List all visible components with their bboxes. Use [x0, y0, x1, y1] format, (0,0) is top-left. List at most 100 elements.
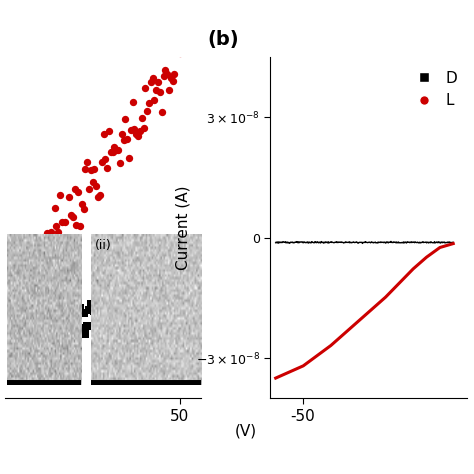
Point — [140, 124, 147, 132]
Point — [112, 146, 120, 154]
Point — [101, 298, 109, 305]
Point — [156, 276, 164, 283]
Point — [56, 191, 64, 199]
Point — [33, 260, 40, 268]
Point — [92, 182, 100, 189]
Point — [33, 337, 40, 344]
Point — [74, 188, 82, 196]
Point — [24, 338, 31, 346]
Point — [158, 109, 165, 116]
Point — [36, 328, 44, 336]
Point — [118, 297, 126, 305]
Point — [67, 211, 75, 219]
Point — [47, 335, 55, 342]
Point — [151, 271, 158, 279]
Point — [80, 309, 87, 317]
Point — [64, 242, 71, 250]
Point — [89, 179, 97, 186]
Point — [101, 155, 109, 163]
Point — [169, 276, 176, 284]
Point — [42, 260, 49, 267]
Point — [56, 336, 64, 343]
Point — [114, 146, 122, 154]
Point — [112, 286, 120, 293]
Point — [151, 96, 158, 104]
Point — [78, 324, 86, 332]
Point — [96, 191, 104, 199]
Point — [20, 322, 27, 330]
Point — [176, 263, 183, 270]
Point — [174, 40, 182, 47]
Point — [38, 349, 46, 356]
Point — [136, 128, 144, 135]
Point — [131, 126, 138, 133]
Point — [143, 267, 151, 274]
Point — [24, 264, 31, 271]
Point — [74, 324, 82, 332]
Point — [87, 167, 95, 174]
Point — [121, 283, 129, 290]
Point — [176, 50, 183, 57]
Point — [29, 242, 36, 250]
Point — [149, 306, 156, 314]
Point — [167, 280, 174, 288]
Point — [38, 248, 46, 255]
Point — [94, 319, 102, 327]
Text: (V): (V) — [235, 424, 257, 439]
Point — [138, 281, 146, 289]
Point — [165, 87, 173, 94]
Point — [118, 130, 126, 137]
Point — [158, 296, 165, 303]
Point — [51, 204, 58, 211]
Point — [129, 301, 137, 309]
Point — [160, 72, 167, 80]
Point — [22, 339, 29, 347]
Point — [162, 271, 169, 278]
Point — [85, 307, 93, 314]
Point — [125, 292, 133, 300]
Point — [153, 278, 160, 285]
Point — [120, 290, 128, 297]
Point — [55, 228, 62, 236]
Point — [53, 325, 60, 333]
Point — [14, 335, 22, 343]
Point — [27, 283, 35, 291]
Legend: D, L: D, L — [402, 64, 463, 114]
Point — [85, 185, 93, 193]
Point — [83, 158, 91, 166]
Point — [60, 236, 67, 243]
Point — [123, 296, 131, 304]
Point — [160, 277, 167, 285]
Point — [140, 291, 147, 298]
Point — [44, 229, 51, 237]
Point — [62, 219, 69, 226]
Point — [27, 327, 35, 334]
Point — [40, 245, 47, 253]
Point — [154, 78, 162, 86]
Point — [92, 308, 100, 316]
Point — [143, 107, 151, 115]
Point — [36, 239, 44, 247]
Point — [18, 332, 26, 340]
Point — [96, 311, 104, 319]
Point — [100, 130, 108, 137]
Point — [46, 233, 53, 240]
Point — [42, 334, 49, 341]
Point — [147, 265, 155, 273]
Point — [127, 126, 135, 134]
Point — [173, 46, 180, 54]
Point — [46, 323, 53, 331]
Point — [82, 330, 89, 337]
Text: (b): (b) — [207, 29, 239, 48]
Point — [173, 266, 180, 274]
Point — [53, 223, 60, 230]
Point — [171, 71, 178, 78]
Point — [98, 158, 106, 166]
Point — [35, 336, 42, 344]
Point — [110, 143, 118, 151]
Point — [65, 193, 73, 201]
Point — [67, 319, 75, 327]
Point — [153, 86, 160, 94]
Point — [132, 274, 140, 282]
Point — [134, 287, 142, 295]
